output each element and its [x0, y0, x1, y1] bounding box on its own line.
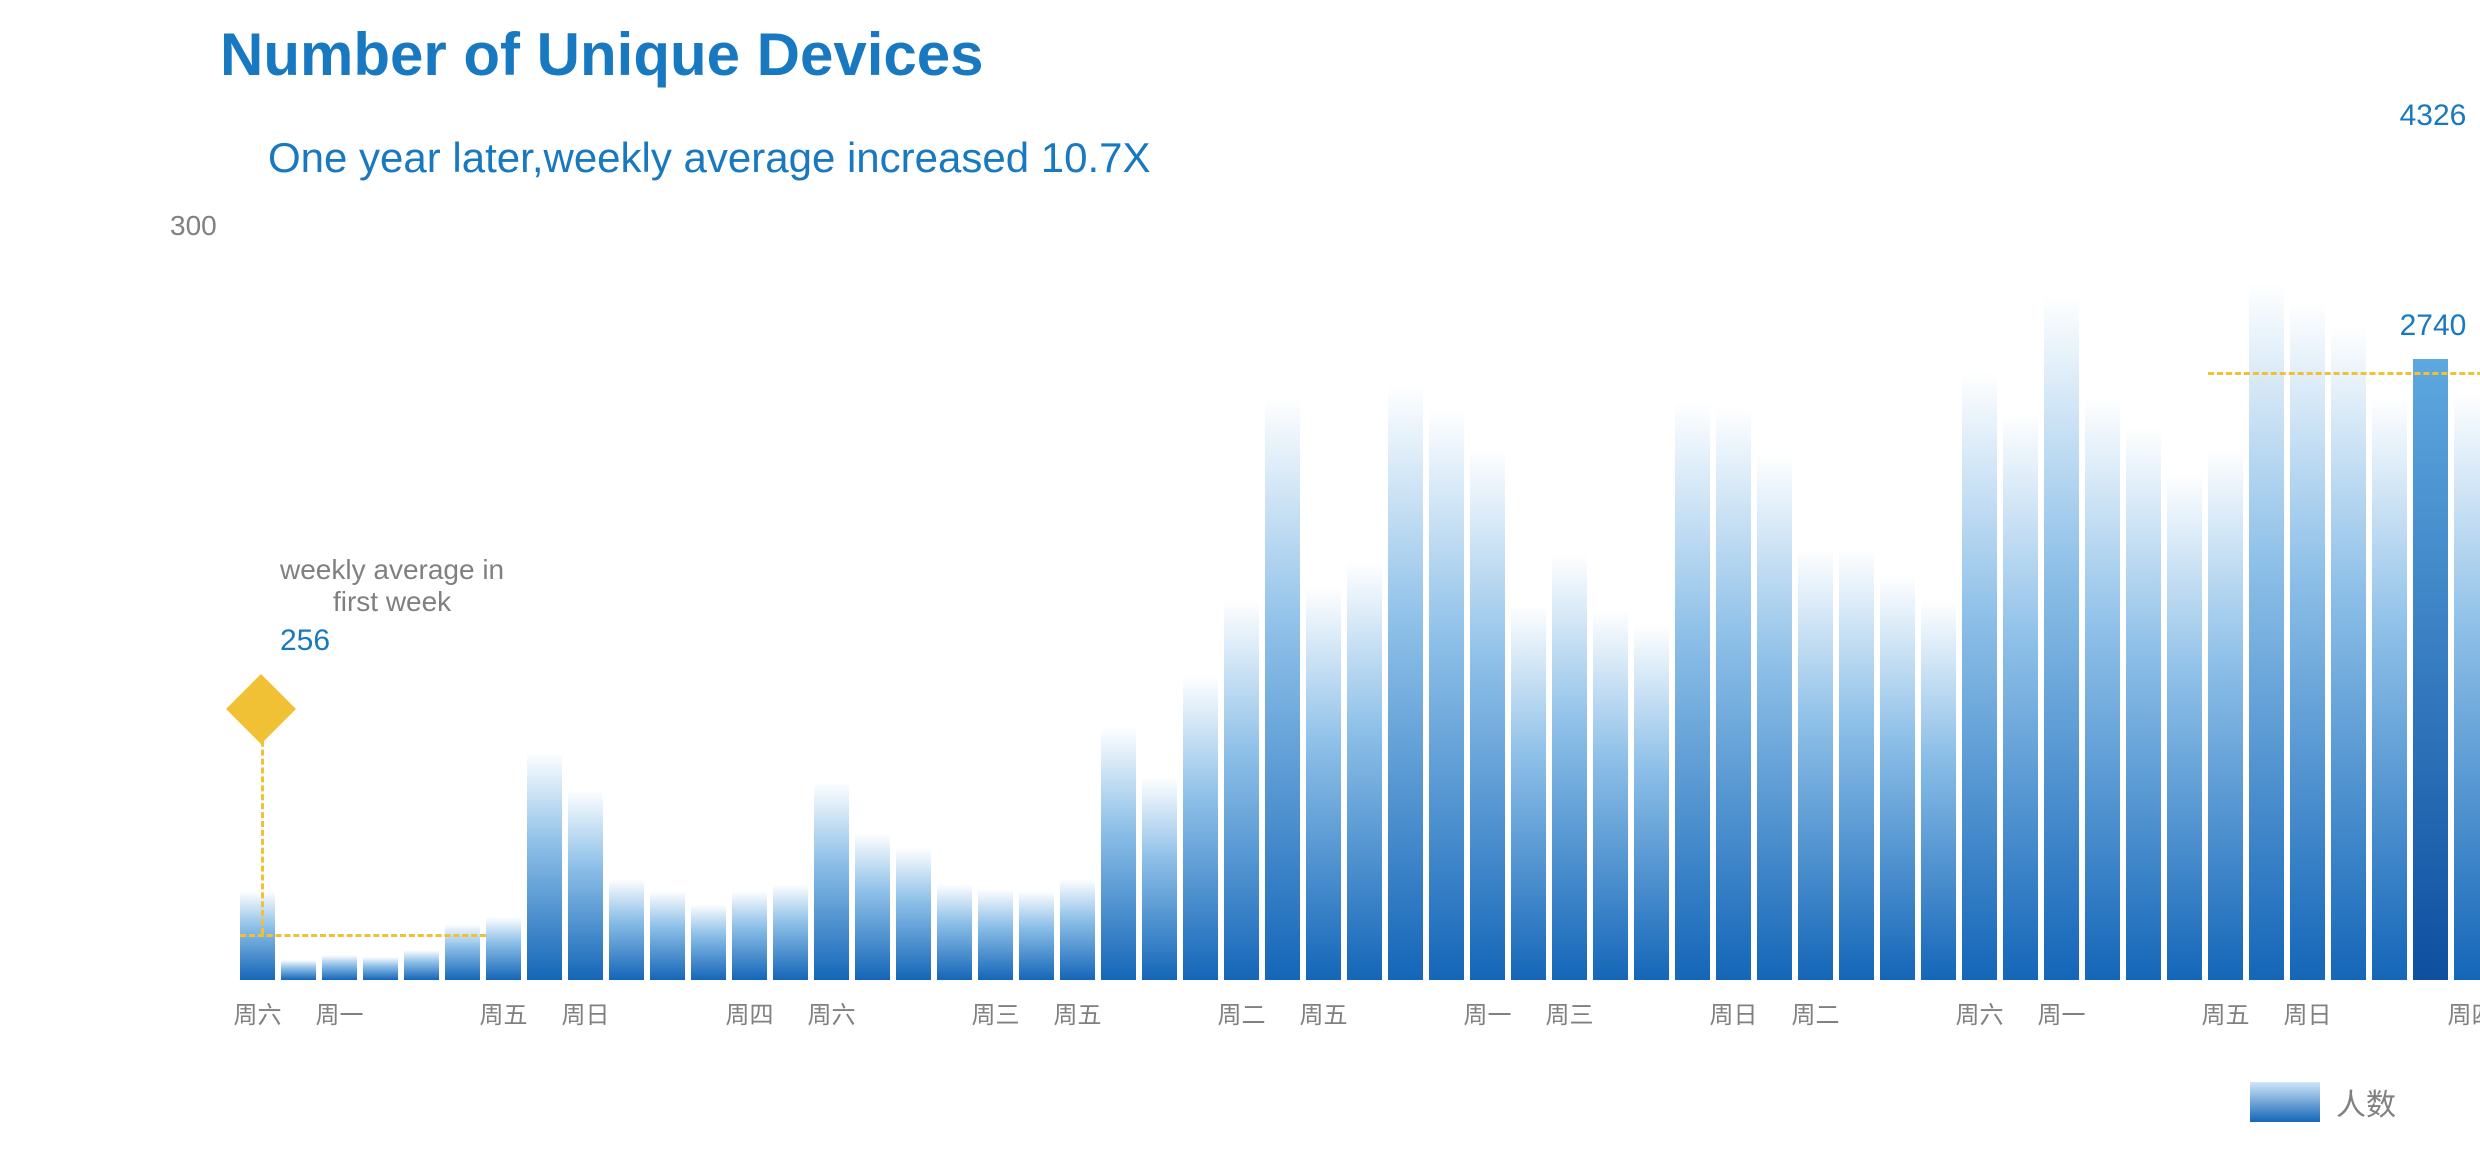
- x-axis-label: 周六: [794, 995, 869, 1030]
- x-axis-label: 周五: [466, 995, 541, 1030]
- x-axis-label: 周日: [2270, 995, 2345, 1030]
- x-axis-label: 周日: [548, 995, 623, 1030]
- bar: [1552, 554, 1587, 980]
- bar: [2044, 296, 2079, 980]
- bar: [1511, 605, 1546, 980]
- bar: [1429, 410, 1464, 980]
- bar: [1347, 562, 1382, 980]
- bars-group: [240, 220, 2320, 980]
- x-axis-label: 周二: [1778, 995, 1853, 1030]
- x-axis-label: 周四: [712, 995, 787, 1030]
- chart-subtitle: One year later,weekly average increased …: [260, 130, 1159, 186]
- x-axis-label: 周三: [1532, 995, 1607, 1030]
- bar: [1470, 448, 1505, 980]
- first-week-label: weekly average infirst week: [280, 554, 504, 618]
- bar: [650, 891, 685, 980]
- bar: [2413, 359, 2448, 980]
- last-week-avg-line: [2208, 372, 2480, 375]
- legend: 人数: [2250, 1080, 2396, 1124]
- bar: [2208, 448, 2243, 980]
- bar: [1142, 777, 1177, 980]
- y-axis-max-label: 300: [170, 210, 217, 242]
- bar: [404, 950, 439, 980]
- bar: [1101, 727, 1136, 980]
- bar: [1716, 407, 1751, 980]
- x-axis-label: 周一: [2024, 995, 2099, 1030]
- bar: [363, 957, 398, 980]
- bar: [855, 833, 890, 980]
- bar: [978, 889, 1013, 980]
- x-axis-label: 周日: [1696, 995, 1771, 1030]
- x-axis-label: 周六: [220, 995, 295, 1030]
- bar: [732, 891, 767, 980]
- bar: [2167, 473, 2202, 980]
- x-axis-label: 周五: [1040, 995, 1115, 1030]
- highlight-upper-label: 4326: [2383, 99, 2480, 133]
- first-week-dash-up: [261, 714, 264, 934]
- bar: [2085, 397, 2120, 980]
- bar: [773, 884, 808, 980]
- devices-chart: Number of Unique Devices One year later,…: [0, 0, 2480, 1150]
- bar: [609, 879, 644, 980]
- bar: [2372, 397, 2407, 980]
- x-axis-label: 周三: [958, 995, 1033, 1030]
- first-week-avg-line: [240, 934, 486, 937]
- bar: [1634, 625, 1669, 980]
- bar: [281, 960, 316, 980]
- bar: [1593, 610, 1628, 980]
- x-axis-label: 周二: [1204, 995, 1279, 1030]
- bar: [1962, 372, 1997, 980]
- x-axis-label: 周一: [1450, 995, 1525, 1030]
- highlight-value-label: 2740: [2383, 309, 2480, 343]
- bar: [1060, 879, 1095, 980]
- bar: [1306, 587, 1341, 980]
- x-axis-label: 周六: [1942, 995, 2017, 1030]
- bar: [814, 782, 849, 980]
- bar: [486, 917, 521, 980]
- bar: [568, 790, 603, 980]
- bar: [1019, 891, 1054, 980]
- bar: [1921, 600, 1956, 980]
- legend-swatch: [2250, 1082, 2320, 1122]
- bar: [1388, 385, 1423, 980]
- x-axis-label: 周一: [302, 995, 377, 1030]
- bar: [1675, 402, 1710, 980]
- bar: [1183, 676, 1218, 980]
- chart-title: Number of Unique Devices: [220, 20, 984, 89]
- bar: [1757, 453, 1792, 980]
- bar: [1224, 600, 1259, 980]
- x-axis-label: 周五: [2188, 995, 2263, 1030]
- bar: [1798, 549, 1833, 980]
- x-axis-label: 周四: [2434, 995, 2480, 1030]
- legend-text: 人数: [2336, 1080, 2396, 1124]
- bar: [527, 752, 562, 980]
- bar: [896, 848, 931, 980]
- plot-area: weekly average infirst week 256 3499 wee…: [240, 220, 2320, 980]
- bar: [1880, 575, 1915, 980]
- bar: [2126, 428, 2161, 980]
- bar: [937, 884, 972, 980]
- bar: [322, 955, 357, 980]
- bar: [2003, 413, 2038, 980]
- bar: [445, 924, 480, 980]
- bar: [691, 904, 726, 980]
- bar: [2331, 326, 2366, 980]
- bar: [1265, 397, 1300, 980]
- first-week-value: 256: [280, 624, 330, 658]
- bar: [2454, 392, 2480, 980]
- bar: [2249, 283, 2284, 980]
- x-axis-label: 周五: [1286, 995, 1361, 1030]
- bar: [2290, 301, 2325, 980]
- bar: [1839, 549, 1874, 980]
